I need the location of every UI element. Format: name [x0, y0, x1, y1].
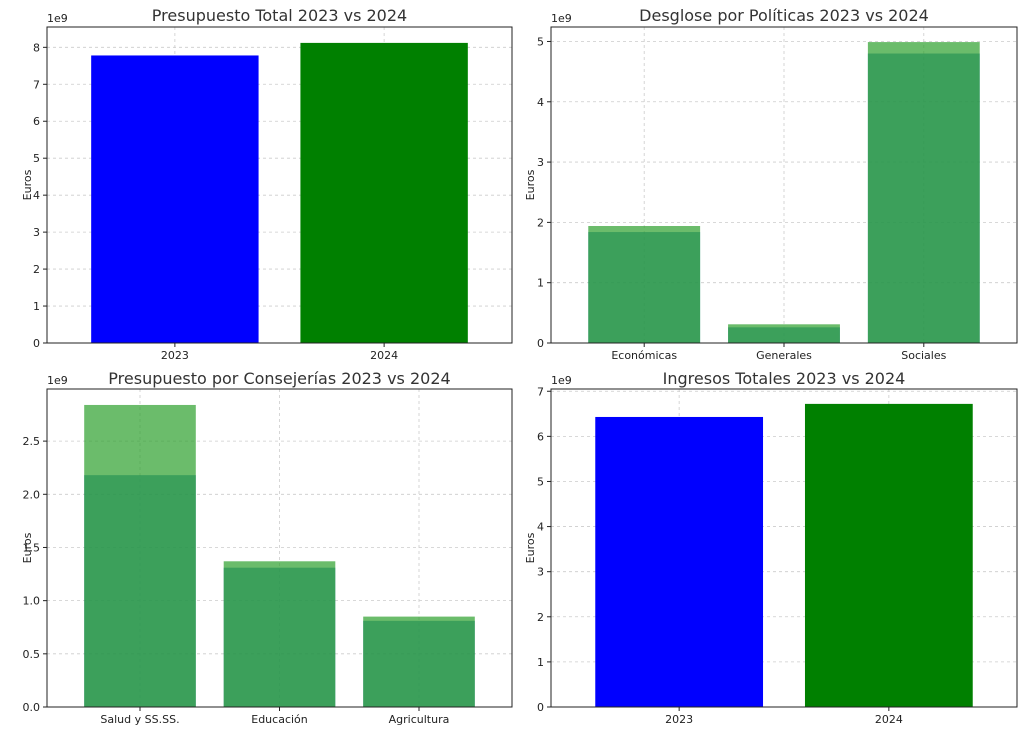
- x-tick-label: 2024: [875, 713, 903, 726]
- axis-exponent-label: 1e9: [47, 12, 68, 25]
- x-tick-label: Agricultura: [389, 713, 450, 726]
- axes-frame: [46, 26, 513, 344]
- y-tick-label: 5: [537, 35, 544, 48]
- y-tick-label: 3: [537, 156, 544, 169]
- y-tick-label: 5: [33, 152, 40, 165]
- bar-2024: [804, 403, 973, 707]
- chart-title: Presupuesto por Consejerías 2023 vs 2024: [108, 369, 450, 388]
- x-tick-label: 2024: [370, 349, 398, 362]
- chart-panel-1: 0 1 2 3 4 5 6 7 8 2023 2024 1e9 Presupuesto Total 20…: [21, 6, 513, 362]
- y-axis-label: Euros: [21, 169, 34, 200]
- bar-2023: [91, 55, 259, 343]
- axis-exponent-label: 1e9: [551, 12, 572, 25]
- y-tick-label: 1: [537, 656, 544, 669]
- y-tick-label: 2: [537, 611, 544, 624]
- chart-panel-3: 0.0 0.5 1.0 1.5 2.0 2.5 Salud y SS.SS. Educació…: [21, 369, 513, 726]
- y-tick-label: 0: [33, 337, 40, 350]
- bar-sociales-s2: [867, 42, 980, 344]
- y-tick-label: 5: [537, 475, 544, 488]
- bar-salud-y-ss-ss--s2: [84, 404, 196, 707]
- y-axis-label: Euros: [524, 169, 537, 200]
- x-tick-label: Generales: [756, 349, 812, 362]
- bar-2023: [595, 416, 764, 707]
- y-tick-label: 7: [537, 385, 544, 398]
- y-tick-label: 2: [33, 263, 40, 276]
- y-tick-label: 1: [33, 300, 40, 313]
- axes-frame: [550, 388, 1018, 708]
- bar-educaci-n-s2: [223, 561, 336, 707]
- y-tick-label: 2.0: [23, 488, 41, 501]
- bar-2024: [300, 42, 468, 344]
- chart-title: Desglose por Políticas 2023 vs 2024: [639, 6, 929, 25]
- chart-title: Ingresos Totales 2023 vs 2024: [663, 369, 906, 388]
- y-tick-label: 4: [33, 189, 40, 202]
- y-tick-label: 2: [537, 216, 544, 229]
- y-tick-label: 3: [537, 566, 544, 579]
- y-tick-label: 6: [537, 430, 544, 443]
- y-tick-label: 7: [33, 78, 40, 91]
- y-axis-label: Euros: [21, 532, 34, 563]
- y-tick-label: 1: [537, 277, 544, 290]
- y-tick-label: 0: [537, 337, 544, 350]
- y-tick-label: 6: [33, 115, 40, 128]
- y-tick-label: 1.5: [23, 541, 41, 554]
- y-tick-label: 2.5: [23, 435, 41, 448]
- x-tick-label: 2023: [161, 349, 189, 362]
- bar-econ-micas-s2: [588, 226, 701, 343]
- y-tick-label: 4: [537, 521, 544, 534]
- chart-title: Presupuesto Total 2023 vs 2024: [152, 6, 407, 25]
- x-tick-label: Salud y SS.SS.: [100, 713, 179, 726]
- y-tick-label: 0.5: [23, 648, 41, 661]
- y-tick-label: 0.0: [23, 701, 41, 714]
- x-tick-label: 2023: [665, 713, 693, 726]
- bar-generales-s2: [728, 324, 840, 343]
- y-tick-label: 8: [33, 41, 40, 54]
- x-tick-label: Económicas: [611, 349, 677, 362]
- y-tick-label: 0: [537, 701, 544, 714]
- chart-panel-2: 0 1 2 3 4 5 Económicas Generales Sociales 1e9 Desg…: [524, 6, 1018, 362]
- y-tick-label: 3: [33, 226, 40, 239]
- y-tick-label: 1.0: [23, 595, 41, 608]
- x-tick-label: Sociales: [901, 349, 946, 362]
- x-tick-label: Educación: [251, 713, 308, 726]
- axis-exponent-label: 1e9: [47, 374, 68, 387]
- chart-panel-4: 0 1 2 3 4 5 6 7 2023 2024 1e9 Ingresos Totales 2023…: [524, 369, 1018, 726]
- bar-agricultura-s2: [363, 616, 475, 707]
- y-tick-label: 4: [537, 96, 544, 109]
- axis-exponent-label: 1e9: [551, 374, 572, 387]
- y-axis-label: Euros: [524, 532, 537, 563]
